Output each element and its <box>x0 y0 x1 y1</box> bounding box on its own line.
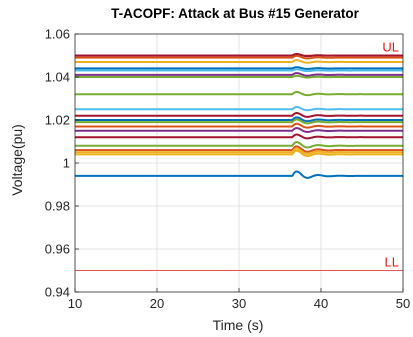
series-line <box>74 72 404 77</box>
series-line <box>74 133 404 140</box>
series-line <box>74 141 404 149</box>
x-axis-label: Time (s) <box>213 317 264 333</box>
series-line <box>74 54 404 60</box>
x-tick-label: 10 <box>68 296 82 311</box>
series-line <box>74 170 404 179</box>
x-tick-label: 20 <box>150 296 164 311</box>
series-line <box>74 66 404 70</box>
series-line <box>74 116 404 123</box>
y-tick-label: 0.98 <box>45 199 70 214</box>
series-line <box>74 53 404 58</box>
series-line <box>74 118 404 125</box>
series-line <box>74 122 404 129</box>
y-tick-label: 1.04 <box>45 70 70 85</box>
y-tick-label: 0.94 <box>45 285 70 300</box>
limit-label-ul: UL <box>382 40 399 55</box>
series-line <box>74 106 404 112</box>
series-line <box>74 74 404 79</box>
y-axis-label: Voltage(pu) <box>9 124 25 196</box>
x-tick-label: 50 <box>396 296 410 311</box>
series-line <box>74 59 404 64</box>
x-tick-label: 30 <box>232 296 246 311</box>
series-line <box>74 147 404 155</box>
chart-title: T-ACOPF: Attack at Bus #15 Generator <box>111 6 360 21</box>
series-lines <box>74 53 404 179</box>
axis-ticks: 10 20 30 40 50 0.94 0.96 0.98 1 1.02 1.04 1.06 <box>45 27 411 312</box>
series-line <box>74 68 404 73</box>
y-tick-label: 1.02 <box>45 113 70 128</box>
series-line <box>74 149 404 158</box>
series-line <box>74 127 404 133</box>
series-line <box>74 90 404 97</box>
y-tick-label: 0.96 <box>45 242 70 257</box>
x-tick-label: 40 <box>314 296 328 311</box>
y-tick-label: 1 <box>63 156 70 171</box>
series-line <box>74 112 404 118</box>
y-tick-label: 1.06 <box>45 27 70 42</box>
limit-label-ll: LL <box>385 255 399 270</box>
series-line <box>74 145 404 153</box>
